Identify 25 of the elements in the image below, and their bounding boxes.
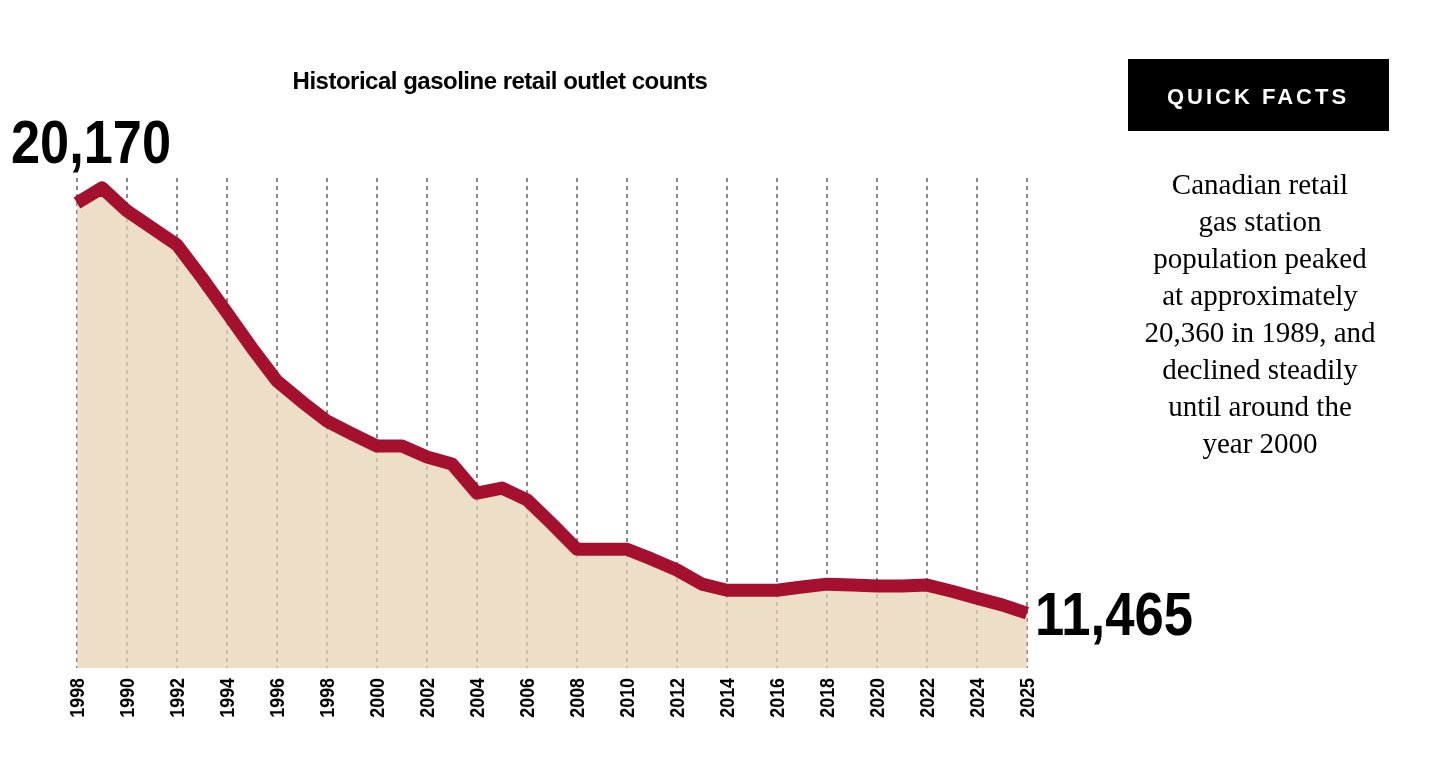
x-tick-label: 2002 [414,677,439,718]
x-tick-label: 1998 [314,677,339,718]
x-tick-label: 2006 [514,677,539,718]
text: QUICK FACTS [1166,84,1350,109]
x-tick-label: 2000 [364,677,389,718]
x-tick-label: 2025 [1014,677,1039,718]
x-tick-label: 2020 [864,677,889,718]
x-tick-label: 2010 [614,677,639,718]
x-tick-label: 1994 [214,677,239,718]
x-tick-label: 2018 [814,677,839,718]
x-tick-label: 1998 [64,677,89,718]
data-label: 11,465 [1035,579,1222,649]
chart-title: Historical gasoline retail outlet counts [292,67,708,94]
x-tick-label: 1992 [164,677,189,718]
x-tick-label: 2012 [664,677,689,718]
x-tick-label: 2014 [714,677,739,718]
x-tick-label: 2022 [914,677,939,718]
x-tick-label: 2024 [964,677,989,718]
x-tick-label: 2004 [464,677,489,718]
data-label: 20,170 [11,106,201,176]
x-tick-label: 2016 [764,677,789,718]
x-tick-label: 1996 [264,677,289,718]
x-tick-label: 1990 [114,677,139,718]
x-tick-label: 2008 [564,677,589,718]
text: Canadian retail gas station population peaked at approximately 20,360 in 1989, and declined steadily until around the year 2000 [1144,168,1377,459]
